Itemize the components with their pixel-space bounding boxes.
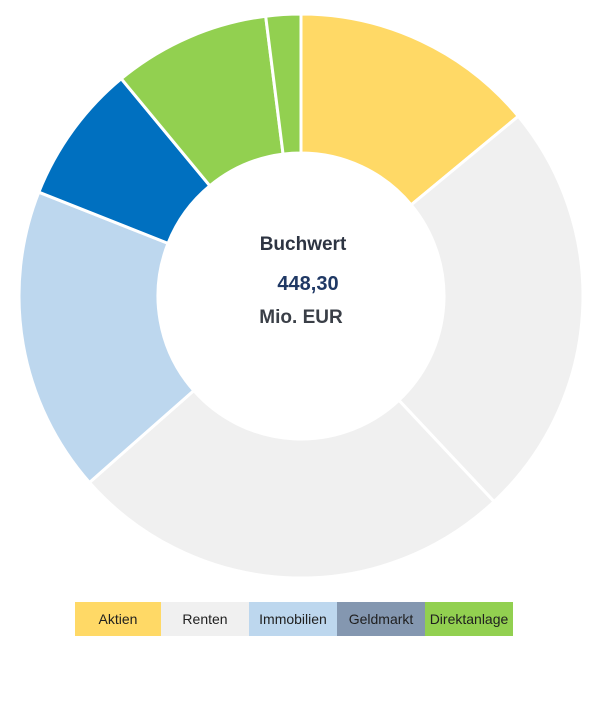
donut-svg (17, 12, 585, 580)
center-title: Buchwert (259, 234, 347, 255)
legend-item-aktien: Aktien (75, 602, 161, 636)
donut-slice-aktien-0 (299, 12, 521, 207)
donut-chart: Buchwert 448,30 Mio. EUR (17, 12, 585, 580)
center-unit: Mio. EUR (259, 307, 343, 328)
donut-slice-renten-2 (87, 388, 497, 580)
legend-item-renten: Renten (161, 602, 249, 636)
center-value: 448,30 (277, 273, 339, 295)
legend-item-direktanlage: Direktanlage (425, 602, 513, 636)
chart-legend: Aktien Renten Immobilien Geldmarkt Direktanl… (75, 602, 513, 636)
donut-slice-renten-1 (396, 114, 585, 504)
donut-slice-direktanlage-6 (263, 12, 303, 156)
legend-item-geldmarkt: Geldmarkt (337, 602, 425, 636)
legend-item-immobilien: Immobilien (249, 602, 337, 636)
donut-slice-immobilien-3 (17, 190, 196, 485)
